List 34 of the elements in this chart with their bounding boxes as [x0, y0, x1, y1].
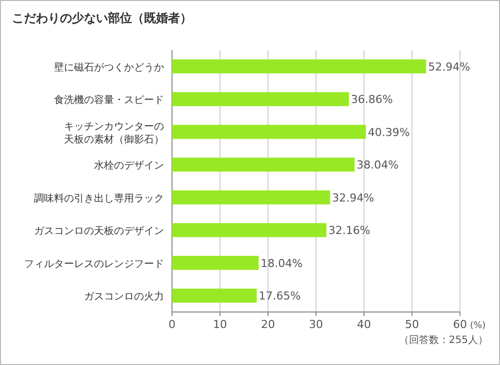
x-tick-label: 10	[213, 318, 227, 331]
bar	[172, 190, 330, 204]
chart-title: こだわりの少ない部位（既婚者）	[12, 11, 192, 25]
data-label: 32.16%	[328, 224, 370, 238]
data-label: 32.94%	[332, 191, 374, 204]
y-tick-label: 食洗機の容量・スピード	[54, 94, 164, 106]
bar	[172, 288, 257, 303]
x-tick-label: 50	[405, 318, 419, 331]
bar	[172, 59, 426, 74]
y-tick-label: ガスコンロの火力	[84, 290, 164, 303]
data-label: 52.94%	[428, 60, 470, 74]
y-tick-label: ガスコンロの天板のデザイン	[34, 225, 164, 238]
data-label: 17.65%	[258, 290, 301, 303]
x-tick-label: 30	[309, 318, 323, 331]
y-tick-label: 調味料の引き出し専用ラック	[34, 192, 164, 204]
y-tick-label: キッチンカウンターの天板の素材（御影石）	[64, 121, 164, 146]
x-axis-title: (%)	[470, 321, 486, 331]
bar	[172, 92, 349, 106]
x-tick-label: 0	[168, 318, 176, 331]
x-tick-label: 20	[261, 318, 275, 331]
y-tick-label: 壁に磁石がつくかどうか	[54, 61, 164, 74]
bar	[172, 124, 366, 139]
data-label: 38.04%	[356, 158, 399, 172]
data-label: 40.39%	[368, 126, 410, 139]
y-tick-label: 水栓のデザイン	[94, 160, 164, 172]
x-tick-label: 40	[357, 318, 371, 331]
x-tick-label: 60	[453, 318, 467, 331]
data-label: 36.86%	[350, 93, 393, 106]
text: （回答数：255人）	[398, 334, 488, 346]
y-tick-label: フィルターレスのレンジフード	[24, 258, 164, 270]
bar	[172, 158, 355, 172]
bar	[172, 223, 326, 238]
data-label: 18.04%	[260, 256, 303, 270]
bar	[172, 256, 259, 270]
